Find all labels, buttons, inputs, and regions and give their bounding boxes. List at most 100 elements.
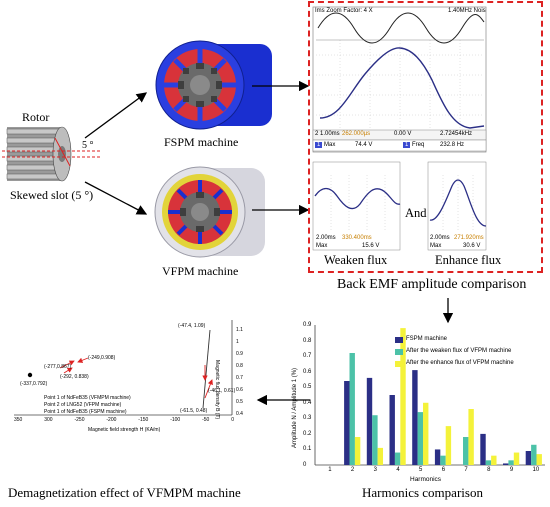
demag-xticks: 350 300 -250 -200 -150 -100 -50 0 (14, 417, 234, 423)
demag-legend-2: Point 2 of LNG52 (VFPM machine) (44, 402, 122, 408)
demag-xlabel: Magnetic field strength H (KA/m) (88, 427, 161, 433)
harmonic-bar (423, 402, 429, 465)
harmonic-bar (468, 409, 474, 465)
scope-level: 0.00 V (394, 131, 412, 137)
harmonic-bar (354, 437, 361, 465)
freq-label: Freq (412, 142, 425, 148)
harmonic-bar (440, 455, 446, 465)
harm-xtick: 1 (328, 467, 332, 473)
harm-xtick: 4 (396, 467, 400, 473)
harmonic-bar (389, 395, 395, 465)
harm-ytick: 0.3 (303, 415, 312, 422)
weaken-max-value: 15.6 V (362, 243, 380, 249)
demag-title: Demagnetization effect of VFMPM machine (8, 485, 241, 500)
demag-legend-3: Point 1 of NdFeB35 (FSPM machine) (44, 409, 127, 415)
scope-header-left: Ims Zoom Factor: 4 X (315, 8, 373, 14)
main-scope-screen (312, 6, 487, 153)
demag-xtick: 350 (14, 417, 23, 423)
harm-xtick: 5 (419, 467, 423, 473)
demag-point-6: (-46.1, 0.61) (208, 388, 236, 394)
demag-ytick: 0.7 (236, 375, 243, 381)
harmonic-bar (372, 415, 378, 465)
demag-xtick: -150 (138, 417, 149, 423)
harmonic-bar (531, 444, 537, 465)
demag-ytick: 1.1 (236, 327, 243, 333)
vfpm-label: VFPM machine (162, 264, 239, 278)
harm-ylabel: Amplitude N / Amplitude 1 (%) (292, 367, 298, 448)
scope-header-right: 1.40MHz Nois (448, 8, 486, 14)
harmonic-bar (394, 452, 401, 465)
demag-ytick: 1 (236, 339, 239, 345)
harmonics-title: Harmonics comparison (362, 485, 483, 500)
channel-badge: 1 (315, 142, 323, 148)
harmonic-bar (513, 452, 520, 465)
demag-point-7: (-61.5, 0.48) (180, 408, 208, 414)
rotor-label: Rotor (22, 110, 50, 124)
harmonic-bar (463, 437, 469, 465)
channel-badge-2: 1 (403, 142, 411, 148)
demag-ytick: 0.8 (236, 363, 243, 369)
harm-ytick: 0.4 (303, 399, 312, 406)
harmonic-bar (412, 370, 418, 465)
enhance-scope-screen (427, 161, 487, 251)
demag-point-5: (-47.4, 1.09) (178, 323, 206, 329)
harm-legend-3: After the enhance flux of VFPM machine (406, 360, 514, 366)
demag-ytick: 0.6 (236, 387, 243, 393)
demag-chart (14, 320, 233, 416)
skewed-slot-label: Skewed slot (5 °) (10, 188, 94, 202)
rotor-angle-label: 5 ° (82, 140, 94, 151)
harm-ytick: 0.9 (303, 322, 312, 328)
demag-ytick: 0.4 (236, 411, 243, 417)
harmonics-axes (314, 325, 545, 466)
demag-xtick: -50 (202, 417, 210, 423)
harmonic-bar (366, 377, 373, 465)
weaken-time: 2.00ms (316, 235, 336, 241)
harm-xtick: 10 (532, 467, 540, 473)
harmonic-bar (344, 381, 350, 465)
demag-xtick: -100 (170, 417, 181, 423)
harm-ytick: 0 (303, 462, 307, 468)
back-emf-title: Back EMF amplitude comparison (337, 277, 527, 292)
demag-xtick: 0 (231, 417, 234, 423)
harmonic-bar (503, 463, 509, 465)
harm-xtick: 2 (350, 467, 355, 473)
demag-ytick: 0.9 (236, 351, 243, 357)
harm-xtick: 3 (373, 467, 377, 473)
scope-timebase: 2 1.00ms (315, 131, 340, 137)
harm-ytick: 0.5 (303, 384, 312, 391)
freq-value: 232.8 Hz (440, 142, 465, 148)
harm-xlabel: Harmonics (410, 476, 442, 483)
enhance-max-label: Max (430, 243, 442, 249)
fspm-label: FSPM machine (164, 135, 239, 149)
harm-ytick: 0.8 (303, 337, 312, 344)
harmonic-bar (417, 412, 424, 465)
weaken-flux-label: Weaken flux (324, 253, 388, 267)
rotor-image (2, 126, 100, 182)
demag-xtick: 300 (44, 417, 53, 423)
enhance-offset: 271.920ms (454, 235, 484, 241)
demag-xtick: -200 (106, 417, 117, 423)
demag-point-4: (-337,0.792) (20, 381, 48, 387)
harm-xtick: 7 (464, 467, 468, 473)
harmonic-bar (536, 454, 542, 465)
harm-xtick: 6 (441, 467, 446, 473)
enhance-flux-label: Enhance flux (435, 253, 502, 267)
harm-legend-1: FSPM machine (406, 336, 448, 342)
harmonic-bar (349, 353, 355, 465)
flow-arrows (84, 80, 454, 406)
harmonic-bar (480, 433, 486, 465)
weaken-offset: 330.400ms (342, 235, 372, 241)
and-label: And (405, 206, 427, 220)
demag-point-3: (-292, 0.838) (60, 374, 89, 380)
harmonic-bar (400, 328, 406, 465)
harmonic-bar (445, 426, 452, 465)
scope-max-row: 1 Max 74.4 V (315, 142, 372, 148)
harmonic-bar (485, 460, 492, 465)
vfpm-machine-image (154, 166, 265, 258)
demag-point-1: (-277,0.867) (44, 364, 72, 370)
scope-trigger-freq: 2.72454kHz (440, 131, 473, 137)
back-emf-highlight-box (308, 1, 543, 273)
scope-offset: 262.000µs (342, 131, 371, 137)
fspm-machine-image (155, 40, 272, 130)
